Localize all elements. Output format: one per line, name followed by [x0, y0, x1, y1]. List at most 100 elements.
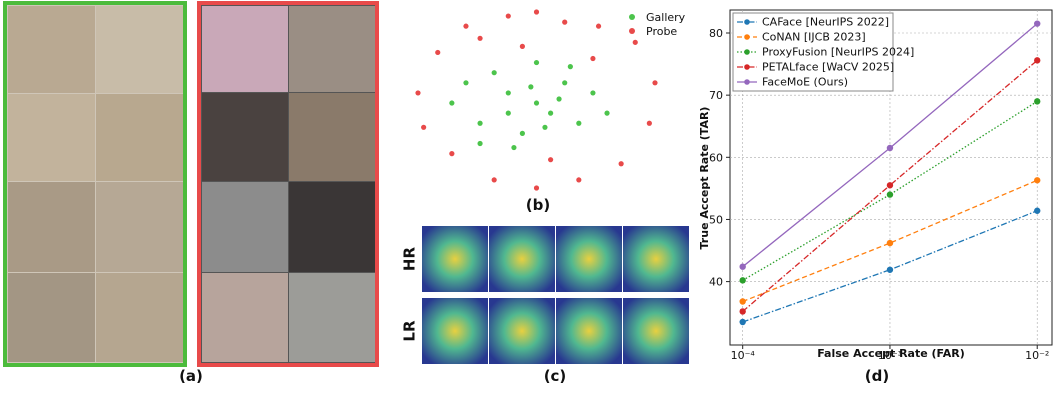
- point: [511, 145, 516, 150]
- figure: (a) HR LR (b) (c) (d) False Accept Rate …: [0, 0, 1055, 391]
- heatmap: [489, 298, 555, 364]
- x-tick-label: 10⁻⁴: [731, 349, 756, 362]
- marker: [1034, 177, 1040, 183]
- point: [534, 100, 539, 105]
- panel-label: (c): [544, 367, 567, 385]
- marker: [739, 319, 745, 325]
- point: [542, 125, 547, 130]
- marker: [887, 182, 893, 188]
- marker: [739, 298, 745, 304]
- legend-marker: [744, 64, 750, 70]
- heatmap: [489, 226, 555, 292]
- marker: [1034, 98, 1040, 104]
- point: [633, 40, 638, 45]
- x-tick-label: 10⁻²: [1025, 349, 1049, 362]
- point: [647, 121, 652, 126]
- face-photo: [8, 182, 95, 272]
- point: [562, 20, 567, 25]
- point: [449, 100, 454, 105]
- marker: [739, 308, 745, 314]
- point: [477, 121, 482, 126]
- marker: [1034, 208, 1040, 214]
- point: [477, 141, 482, 146]
- point: [421, 125, 426, 130]
- point: [477, 36, 482, 41]
- legend-label: Probe: [646, 25, 677, 38]
- face-photo: [8, 273, 95, 362]
- legend-marker: [744, 19, 750, 25]
- heatmaps: [422, 226, 689, 364]
- y-tick-label: 40: [709, 276, 723, 289]
- heatmap: [623, 298, 689, 364]
- point: [520, 44, 525, 49]
- point: [534, 185, 539, 190]
- face-photo: [202, 93, 288, 181]
- legend-label: CAFace [NeurIPS 2022]: [762, 16, 889, 29]
- point: [619, 161, 624, 166]
- point: [520, 131, 525, 136]
- point: [506, 13, 511, 18]
- point: [548, 111, 553, 116]
- point: [534, 60, 539, 65]
- face-photo: [8, 94, 95, 181]
- legend-label: PETALface [WaCV 2025]: [762, 61, 894, 74]
- point: [463, 80, 468, 85]
- heatmap: [556, 298, 622, 364]
- point: [562, 80, 567, 85]
- point: [590, 90, 595, 95]
- legend-label: CoNAN [IJCB 2023]: [762, 31, 866, 44]
- point: [576, 177, 581, 182]
- legend-marker: [629, 28, 635, 34]
- marker: [887, 267, 893, 273]
- marker: [887, 145, 893, 151]
- panel-label: (a): [179, 367, 203, 385]
- y-tick-label: 80: [709, 27, 723, 40]
- face-photo: [96, 94, 183, 181]
- marker: [739, 277, 745, 283]
- point: [548, 157, 553, 162]
- legend-marker: [744, 79, 750, 85]
- legend-marker: [629, 14, 635, 20]
- row-label: LR: [401, 320, 419, 342]
- row-label: HR: [401, 247, 419, 272]
- y-axis-title: True Accept Rate (TAR): [698, 107, 711, 250]
- face-photo: [202, 273, 288, 362]
- marker: [1034, 57, 1040, 63]
- face-photo: [289, 273, 375, 362]
- point: [652, 80, 657, 85]
- legend-label: ProxyFusion [NeurIPS 2024]: [762, 46, 914, 59]
- point: [604, 111, 609, 116]
- marker: [739, 263, 745, 269]
- y-tick-label: 70: [709, 89, 723, 102]
- point: [528, 84, 533, 89]
- legend-label: Gallery: [646, 11, 686, 24]
- face-photo: [202, 6, 288, 92]
- heatmap: [422, 226, 488, 292]
- y-tick-label: 60: [709, 151, 723, 164]
- point: [449, 151, 454, 156]
- marker: [1034, 20, 1040, 26]
- point: [435, 50, 440, 55]
- heatmap: [556, 226, 622, 292]
- page: {"panels": {"a": "(a)", "b": "(b)", "c":…: [0, 0, 1055, 395]
- heatmap: [623, 226, 689, 292]
- point: [506, 111, 511, 116]
- point: [590, 56, 595, 61]
- point: [568, 64, 573, 69]
- point: [492, 177, 497, 182]
- legend-marker: [744, 49, 750, 55]
- point: [556, 96, 561, 101]
- face-photo: [289, 93, 375, 181]
- point: [534, 9, 539, 14]
- face-photo: [96, 182, 183, 272]
- legend-marker: [744, 34, 750, 40]
- panel-label: (d): [865, 367, 889, 385]
- face-photo: [202, 182, 288, 272]
- face-photo: [96, 273, 183, 362]
- heatmap: [422, 298, 488, 364]
- panel-label: (b): [526, 196, 550, 214]
- point: [463, 24, 468, 29]
- x-tick-label: 10⁻³: [878, 349, 902, 362]
- point: [506, 90, 511, 95]
- point: [415, 90, 420, 95]
